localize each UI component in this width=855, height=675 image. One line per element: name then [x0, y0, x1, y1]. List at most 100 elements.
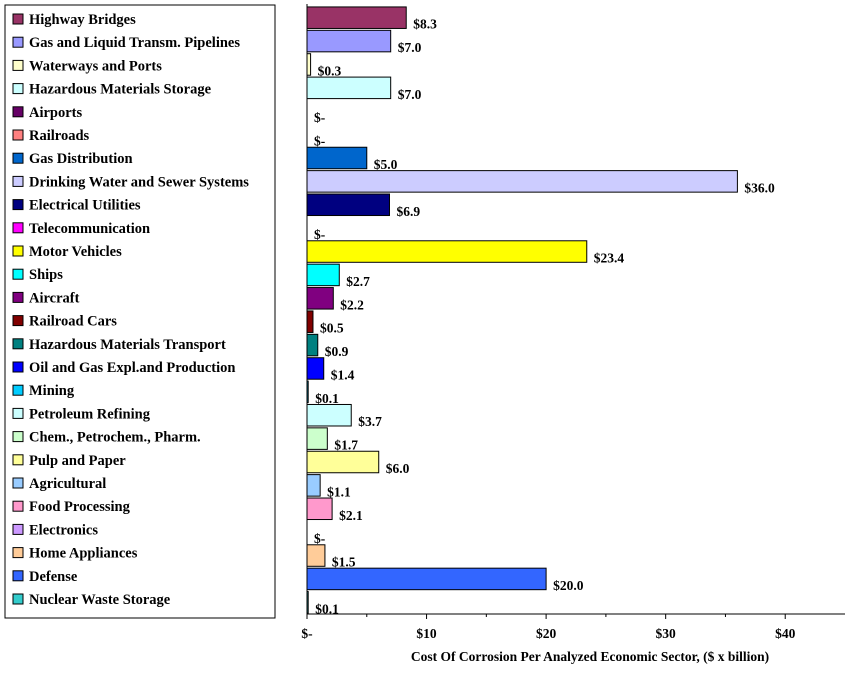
legend-swatch-14 [12, 338, 24, 350]
legend-swatch-16 [12, 384, 24, 396]
bar-3 [306, 76, 392, 100]
legend-label-22: Electronics [29, 522, 98, 538]
bar-13 [306, 310, 314, 333]
bar-value-label-3: $7.0 [398, 87, 422, 102]
legend-label-14: Hazardous Materials Transport [29, 337, 226, 353]
legend-label-24: Defense [29, 569, 78, 585]
bars: $8.3 $7.0 $0.3 $7.0 $- $- $5.0 $36.0 $6.9 $- $23.4… [306, 6, 775, 616]
bar-value-label-12: $2.2 [340, 297, 364, 312]
bar-6 [306, 146, 368, 170]
x-tick-label-1: $10 [416, 626, 437, 641]
bar-8 [306, 193, 390, 217]
bar-value-label-0: $8.3 [413, 17, 437, 32]
x-tick-label-4: $40 [775, 626, 796, 641]
bar-value-label-4: $- [314, 110, 325, 125]
legend-label-6: Gas Distribution [29, 151, 133, 167]
bar-value-label-25: $0.1 [315, 601, 339, 616]
legend-label-15: Oil and Gas Expl.and Production [29, 360, 235, 376]
bar-1 [306, 29, 392, 53]
bar-0 [306, 6, 407, 29]
bar-value-label-19: $6.0 [386, 461, 410, 476]
legend-swatch-18 [12, 431, 24, 443]
x-axis: $- $10 $20 $30 $40 [301, 4, 845, 641]
bar-value-label-9: $- [314, 227, 325, 242]
bar-17 [306, 403, 352, 427]
bar-11 [306, 263, 340, 287]
legend-swatch-7 [12, 175, 24, 187]
x-tick-label-0: $- [301, 626, 312, 641]
bar-value-label-14: $0.9 [325, 344, 349, 359]
legend-swatch-4 [12, 106, 24, 118]
bar-value-label-21: $2.1 [339, 508, 363, 523]
legend-label-2: Waterways and Ports [29, 58, 162, 74]
bar-21 [306, 497, 333, 521]
legend-label-25: Nuclear Waste Storage [29, 592, 171, 608]
legend-swatch-10 [12, 245, 24, 257]
legend-swatch-22 [12, 523, 24, 535]
legend: Highway Bridges Gas and Liquid Transm. Pi… [12, 12, 249, 608]
legend-label-19: Pulp and Paper [29, 453, 126, 469]
legend-swatch-8 [12, 199, 24, 211]
legend-label-13: Railroad Cars [29, 314, 117, 330]
x-axis-title: Cost Of Corrosion Per Analyzed Economic … [411, 649, 769, 664]
bar-7 [306, 170, 738, 193]
legend-label-7: Drinking Water and Sewer Systems [29, 174, 249, 190]
bar-14 [306, 333, 319, 357]
legend-swatch-6 [12, 152, 24, 164]
legend-label-8: Electrical Utilities [29, 198, 141, 214]
bar-value-label-5: $- [314, 134, 325, 149]
legend-swatch-3 [12, 83, 24, 95]
bar-24 [306, 567, 547, 591]
bar-value-label-24: $20.0 [553, 578, 584, 593]
bar-value-label-15: $1.4 [331, 367, 355, 382]
legend-label-5: Railroads [29, 128, 90, 144]
bar-value-label-8: $6.9 [396, 204, 420, 219]
legend-label-3: Hazardous Materials Storage [29, 82, 212, 98]
bar-value-label-22: $- [314, 531, 325, 546]
legend-label-9: Telecommunication [29, 221, 150, 237]
legend-label-16: Mining [29, 383, 75, 399]
legend-swatch-13 [12, 315, 24, 327]
bar-18 [306, 427, 328, 450]
legend-label-23: Home Appliances [29, 546, 138, 562]
legend-label-20: Agricultural [29, 476, 106, 492]
legend-swatch-24 [12, 570, 24, 582]
legend-swatch-15 [12, 361, 24, 373]
bar-23 [306, 544, 326, 567]
legend-swatch-20 [12, 477, 24, 489]
bar-value-label-23: $1.5 [332, 555, 356, 570]
legend-swatch-0 [12, 13, 24, 25]
x-tick-label-3: $30 [656, 626, 677, 641]
bar-value-label-10: $23.4 [594, 251, 625, 266]
legend-swatch-5 [12, 129, 24, 141]
legend-swatch-11 [12, 268, 24, 280]
bar-2 [306, 53, 312, 76]
bar-value-label-16: $0.1 [315, 391, 339, 406]
legend-swatch-1 [12, 36, 24, 48]
bar-value-label-17: $3.7 [358, 414, 382, 429]
legend-swatch-21 [12, 500, 24, 512]
legend-swatch-25 [12, 593, 24, 605]
legend-label-17: Petroleum Refining [29, 406, 151, 422]
legend-label-21: Food Processing [29, 499, 131, 515]
bar-value-label-1: $7.0 [398, 40, 422, 55]
bar-19 [306, 450, 380, 474]
bar-value-label-13: $0.5 [320, 321, 344, 336]
legend-label-4: Airports [29, 105, 83, 121]
legend-box [4, 4, 276, 619]
bar-12 [306, 287, 334, 310]
bar-value-label-7: $36.0 [744, 180, 775, 195]
bar-20 [306, 474, 321, 497]
legend-swatch-17 [12, 407, 24, 419]
legend-label-12: Aircraft [29, 290, 80, 306]
legend-label-11: Ships [29, 267, 63, 283]
bar-value-label-20: $1.1 [327, 484, 351, 499]
bar-value-label-6: $5.0 [374, 157, 398, 172]
legend-label-0: Highway Bridges [29, 12, 136, 28]
bar-10 [306, 240, 588, 263]
bar-15 [306, 357, 325, 380]
bar-value-label-18: $1.7 [334, 438, 358, 453]
legend-swatch-19 [12, 454, 24, 466]
